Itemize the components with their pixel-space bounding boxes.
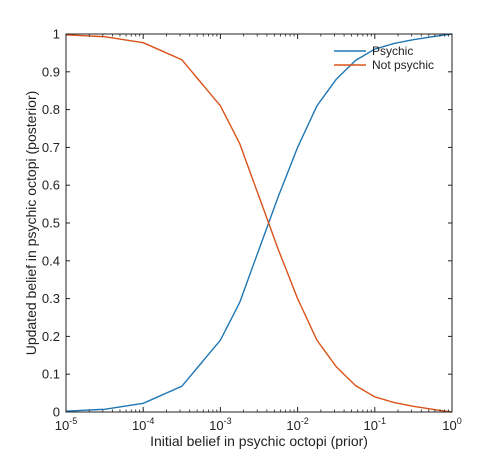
x-tick-label: 10-4: [132, 416, 154, 433]
legend-label: Not psychic: [372, 58, 434, 72]
x-tick-label: 10-3: [209, 416, 231, 433]
y-tick-label: 0.4: [42, 253, 60, 268]
x-tick-label: 10-1: [364, 416, 386, 433]
x-axis-title: Initial belief in psychic octopi (prior): [150, 433, 368, 449]
series-line-psychic: [65, 33, 453, 412]
y-axis-title: Updated belief in psychic octopi (poster…: [23, 91, 39, 356]
y-tick-label: 0.3: [42, 291, 60, 306]
y-tick-label: 0.7: [42, 140, 60, 155]
y-tick-label: 0.8: [42, 102, 60, 117]
axes: 0 0.1 0.2 0.3 0.4 0.5 0.6 0.7 0.8 0.9 1 10-5 10-4 10-…: [42, 27, 462, 434]
legend-label: Psychic: [372, 44, 413, 58]
y-tick-label: 0.5: [42, 216, 60, 231]
y-tick-label: 1: [53, 27, 60, 42]
plot-area: [65, 33, 453, 413]
x-tick-label: 100: [442, 416, 461, 433]
y-tick-label: 0: [53, 405, 60, 420]
series-line-not-psychic: [65, 34, 453, 413]
y-tick-label: 0.6: [42, 178, 60, 193]
y-tick-label: 0.2: [42, 329, 60, 344]
y-tick-label: 0.1: [42, 367, 60, 382]
y-tick-label: 0.9: [42, 64, 60, 79]
axes-box: [65, 33, 453, 413]
x-tick-label: 10-5: [55, 416, 77, 433]
x-tick-label: 10-2: [286, 416, 308, 433]
